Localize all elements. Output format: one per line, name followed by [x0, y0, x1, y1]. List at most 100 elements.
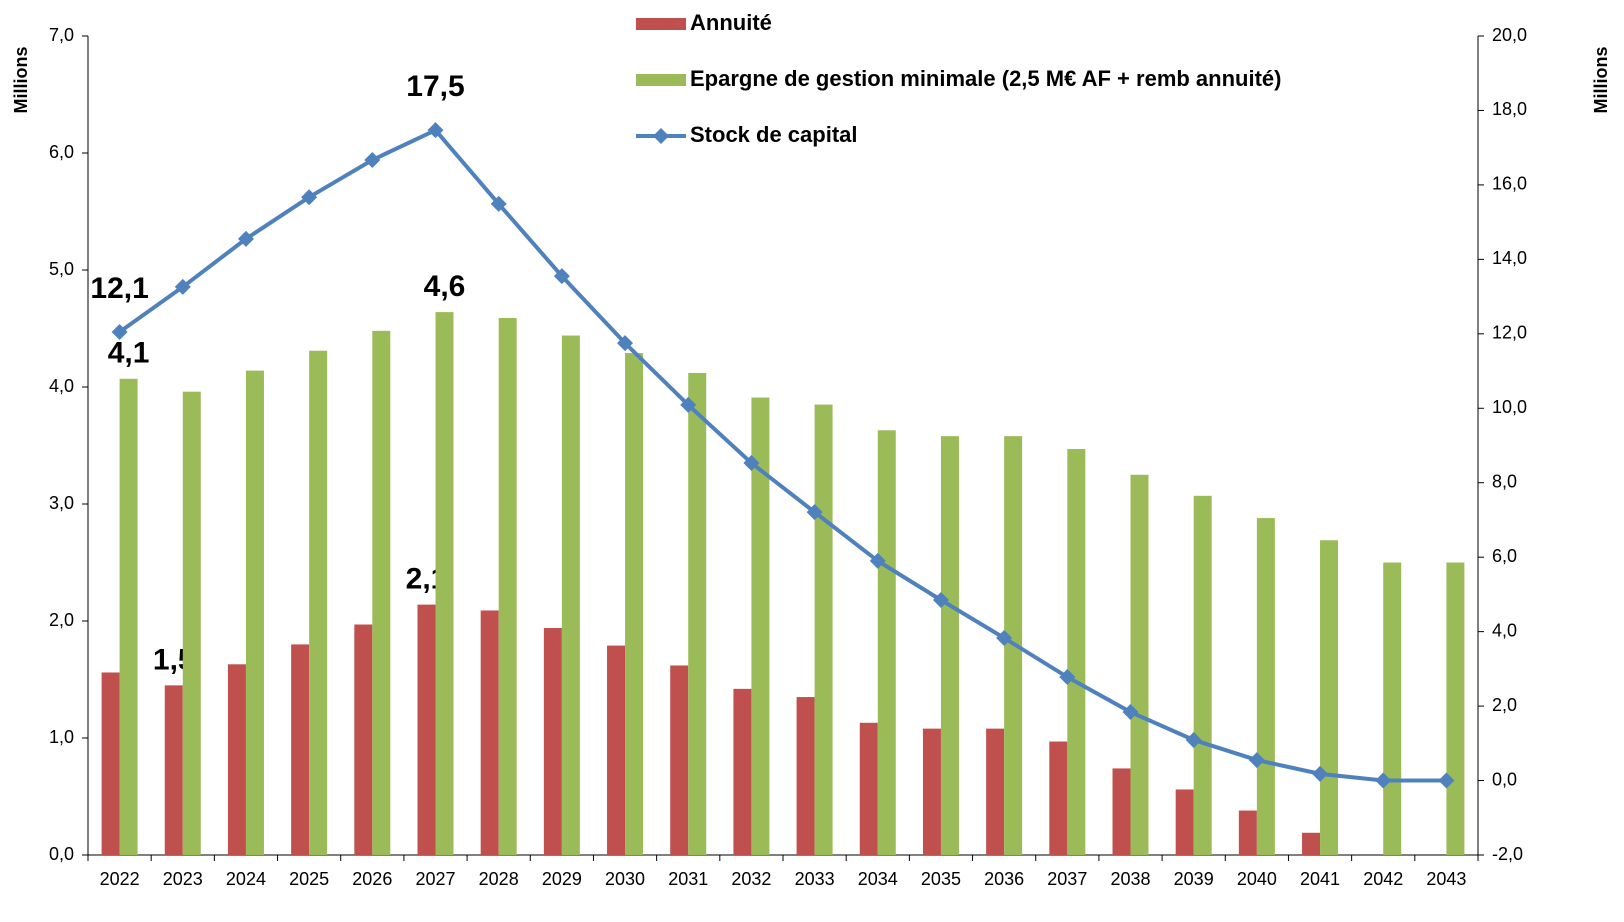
x-tick-label: 2035	[921, 869, 961, 889]
line-marker	[1312, 765, 1329, 782]
x-tick-label: 2034	[858, 869, 898, 889]
bar	[227, 664, 246, 855]
y2-tick-label: 0,0	[1492, 769, 1517, 789]
y2-tick-label: 6,0	[1492, 546, 1517, 566]
x-tick-label: 2023	[163, 869, 203, 889]
y-tick-label: 6,0	[49, 142, 74, 162]
line-marker	[364, 151, 381, 168]
y-tick-label: 3,0	[49, 493, 74, 513]
line-marker	[301, 189, 318, 206]
line-marker	[869, 552, 886, 569]
legend-label: Stock de capital	[690, 122, 858, 147]
bar	[1175, 789, 1194, 855]
bar	[670, 665, 689, 855]
x-tick-label: 2041	[1300, 869, 1340, 889]
x-tick-label: 2042	[1363, 869, 1403, 889]
bar	[372, 330, 391, 856]
line-marker	[553, 268, 570, 285]
bar	[291, 644, 310, 855]
x-tick-label: 2024	[226, 869, 266, 889]
bar	[625, 353, 644, 855]
bar	[435, 312, 454, 855]
x-tick-label: 2029	[542, 869, 582, 889]
bar	[182, 391, 201, 855]
y-tick-label: 5,0	[49, 259, 74, 279]
x-tick-label: 2040	[1237, 869, 1277, 889]
y-tick-label: 1,0	[49, 727, 74, 747]
bar	[543, 628, 562, 855]
bar	[1238, 810, 1257, 855]
line-marker	[427, 122, 444, 139]
x-tick-label: 2032	[731, 869, 771, 889]
bar	[1049, 741, 1068, 855]
line-marker	[174, 278, 191, 295]
bar	[1320, 540, 1339, 855]
x-tick-label: 2038	[1110, 869, 1150, 889]
x-tick-label: 2022	[100, 869, 140, 889]
y2-tick-label: 14,0	[1492, 248, 1527, 268]
bar	[751, 397, 770, 855]
bar	[1302, 832, 1321, 855]
y-tick-label: 0,0	[49, 844, 74, 864]
line	[118, 127, 1447, 783]
y2-tick-label: 8,0	[1492, 471, 1517, 491]
legend-swatch	[636, 18, 686, 30]
bar	[1130, 474, 1149, 855]
x-tick-label: 2037	[1047, 869, 1087, 889]
bar	[309, 350, 328, 855]
line-marker	[1122, 704, 1139, 721]
y2-axis-label: Millions	[1591, 47, 1611, 114]
line-marker	[680, 396, 697, 413]
bar	[1446, 562, 1465, 855]
bar	[877, 430, 896, 855]
bar	[480, 610, 499, 855]
line-marker	[1438, 772, 1455, 789]
line-marker	[1375, 772, 1392, 789]
data-label: 17,5	[406, 70, 464, 103]
bar	[101, 672, 120, 855]
bar	[561, 335, 580, 855]
line-marker	[237, 230, 254, 247]
bar	[986, 728, 1005, 855]
x-tick-label: 2036	[984, 869, 1024, 889]
legend-label: Epargne de gestion minimale (2,5 M€ AF +…	[690, 66, 1281, 91]
y-tick-label: 7,0	[49, 25, 74, 45]
y2-tick-label: 10,0	[1492, 397, 1527, 417]
bar	[733, 688, 752, 855]
x-tick-label: 2043	[1426, 869, 1466, 889]
y2-tick-label: 2,0	[1492, 695, 1517, 715]
bar	[1193, 495, 1212, 855]
x-tick-label: 2027	[415, 869, 455, 889]
x-tick-label: 2028	[479, 869, 519, 889]
bar	[498, 317, 517, 856]
bar	[354, 624, 373, 855]
line-marker	[806, 504, 823, 521]
legend-label: Annuité	[690, 10, 772, 35]
bar	[922, 728, 941, 855]
y2-tick-label: 18,0	[1492, 99, 1527, 119]
x-tick-label: 2030	[605, 869, 645, 889]
bar	[859, 722, 878, 855]
bar	[796, 697, 815, 855]
line-marker	[1248, 752, 1265, 769]
line-marker	[743, 454, 760, 471]
bar	[1383, 562, 1402, 855]
x-tick-label: 2026	[352, 869, 392, 889]
y-axis-label: Millions	[11, 47, 31, 114]
bar	[245, 370, 264, 855]
y-tick-label: 2,0	[49, 610, 74, 630]
bar	[1112, 768, 1131, 855]
bar	[607, 645, 626, 855]
bar	[688, 372, 707, 855]
data-label: 4,1	[108, 337, 150, 370]
bar	[1256, 518, 1275, 855]
bar	[940, 436, 959, 855]
line-marker	[490, 195, 507, 212]
line-marker	[617, 335, 634, 352]
bar	[814, 404, 833, 855]
y2-tick-label: -2,0	[1492, 844, 1523, 864]
x-tick-label: 2039	[1174, 869, 1214, 889]
line-marker	[996, 629, 1013, 646]
y2-tick-label: 20,0	[1492, 25, 1527, 45]
line-marker	[1059, 669, 1076, 686]
